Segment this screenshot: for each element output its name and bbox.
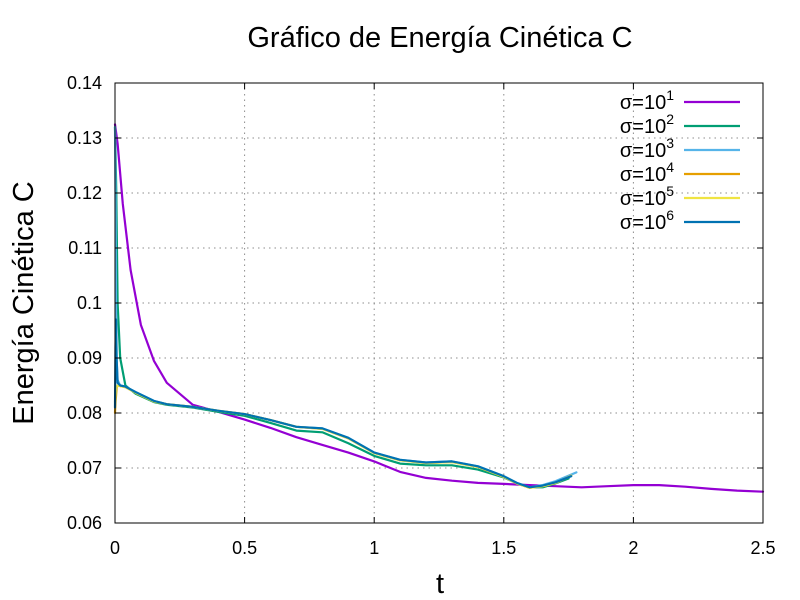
chart-title: Gráfico de Energía Cinética C	[247, 22, 632, 54]
series-line-6	[113, 318, 573, 489]
y-tick-label: 0.1	[77, 293, 102, 313]
x-tick-label: 0.5	[232, 538, 257, 558]
legend-label: σ=106	[620, 207, 674, 234]
series-line-1	[113, 123, 765, 493]
gridlines	[115, 83, 763, 523]
y-tick-label: 0.14	[67, 73, 102, 93]
x-tick-label: 0	[110, 538, 120, 558]
x-tick-label: 2.5	[750, 538, 775, 558]
legend-label: σ=105	[620, 183, 674, 210]
y-axis-label: Energía Cinética C	[8, 181, 40, 424]
legend-label: σ=101	[620, 87, 674, 114]
y-tick-label: 0.13	[67, 128, 102, 148]
y-tick-label: 0.09	[67, 348, 102, 368]
x-axis-label: t	[436, 568, 444, 600]
x-tick-label: 1.5	[491, 538, 516, 558]
legend-label: σ=104	[620, 159, 674, 186]
y-tick-label: 0.12	[67, 183, 102, 203]
legend-label: σ=102	[620, 111, 674, 138]
axis-ticks: 0 0.5 1 1.5 2 2.5 0.06 0.07 0.08 0.09 0.1 0.11 0.12 0…	[67, 73, 776, 558]
y-tick-label: 0.06	[67, 513, 102, 533]
y-tick-label: 0.08	[67, 403, 102, 423]
series-line-2	[113, 125, 570, 489]
y-tick-label: 0.07	[67, 458, 102, 478]
y-tick-label: 0.11	[68, 238, 102, 258]
series-line-3	[113, 125, 578, 489]
x-tick-label: 1	[369, 538, 379, 558]
legend-label: σ=103	[620, 135, 674, 162]
x-tick-label: 2	[628, 538, 638, 558]
series-lines	[113, 123, 765, 493]
